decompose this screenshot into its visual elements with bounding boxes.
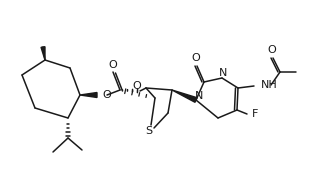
Text: O: O	[109, 60, 117, 70]
Text: N: N	[195, 91, 203, 101]
Text: O: O	[133, 81, 141, 91]
Text: O: O	[191, 53, 200, 63]
Polygon shape	[80, 92, 97, 98]
Polygon shape	[172, 90, 197, 102]
Text: NH: NH	[261, 80, 278, 90]
Polygon shape	[41, 47, 45, 60]
Text: F: F	[252, 109, 258, 119]
Text: S: S	[145, 126, 153, 136]
Text: O: O	[102, 90, 111, 100]
Text: O: O	[268, 45, 276, 55]
Text: N: N	[219, 68, 227, 78]
